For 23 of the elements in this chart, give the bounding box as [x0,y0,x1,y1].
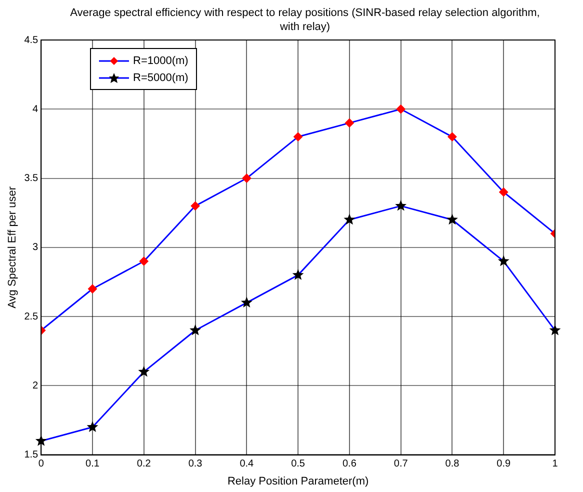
chart-title: Average spectral efficiency with respect to relay positions (SINR-based relay selection algorithm, with relay) [69,6,541,34]
y-axis-title: Avg Spectral Eff per user [6,186,19,308]
x-tick-label: 0 [38,458,44,470]
x-tick-label: 0.5 [291,458,306,470]
x-tick-label: 0.9 [496,458,511,470]
y-tick-label: 2 [32,380,39,392]
x-tick-label: 0.7 [394,458,408,470]
x-tick-label: 0.3 [188,458,203,470]
x-tick-label: 0.4 [240,458,254,470]
x-tick-label: 0.2 [136,458,152,470]
x-tick-label: 0.1 [86,458,100,470]
x-tick-label: 0.8 [445,458,460,470]
x-tick-label: 1 [552,458,558,470]
legend-label: R=1000(m) [133,54,188,66]
y-tick-label: 3.5 [24,173,39,184]
y-tick-label: 4.5 [24,34,39,46]
y-tick-label: 4 [32,104,39,115]
x-axis-title: Relay Position Parameter(m) [227,475,369,488]
y-tick-label: 1.5 [24,450,39,461]
y-tick-label: 3 [32,242,39,254]
y-tick-label: 2.5 [24,311,39,322]
x-tick-label: 0.6 [342,458,357,470]
legend-label: R=5000(m) [133,72,188,84]
